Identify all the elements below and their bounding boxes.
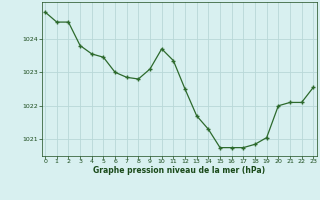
X-axis label: Graphe pression niveau de la mer (hPa): Graphe pression niveau de la mer (hPa) (93, 166, 265, 175)
